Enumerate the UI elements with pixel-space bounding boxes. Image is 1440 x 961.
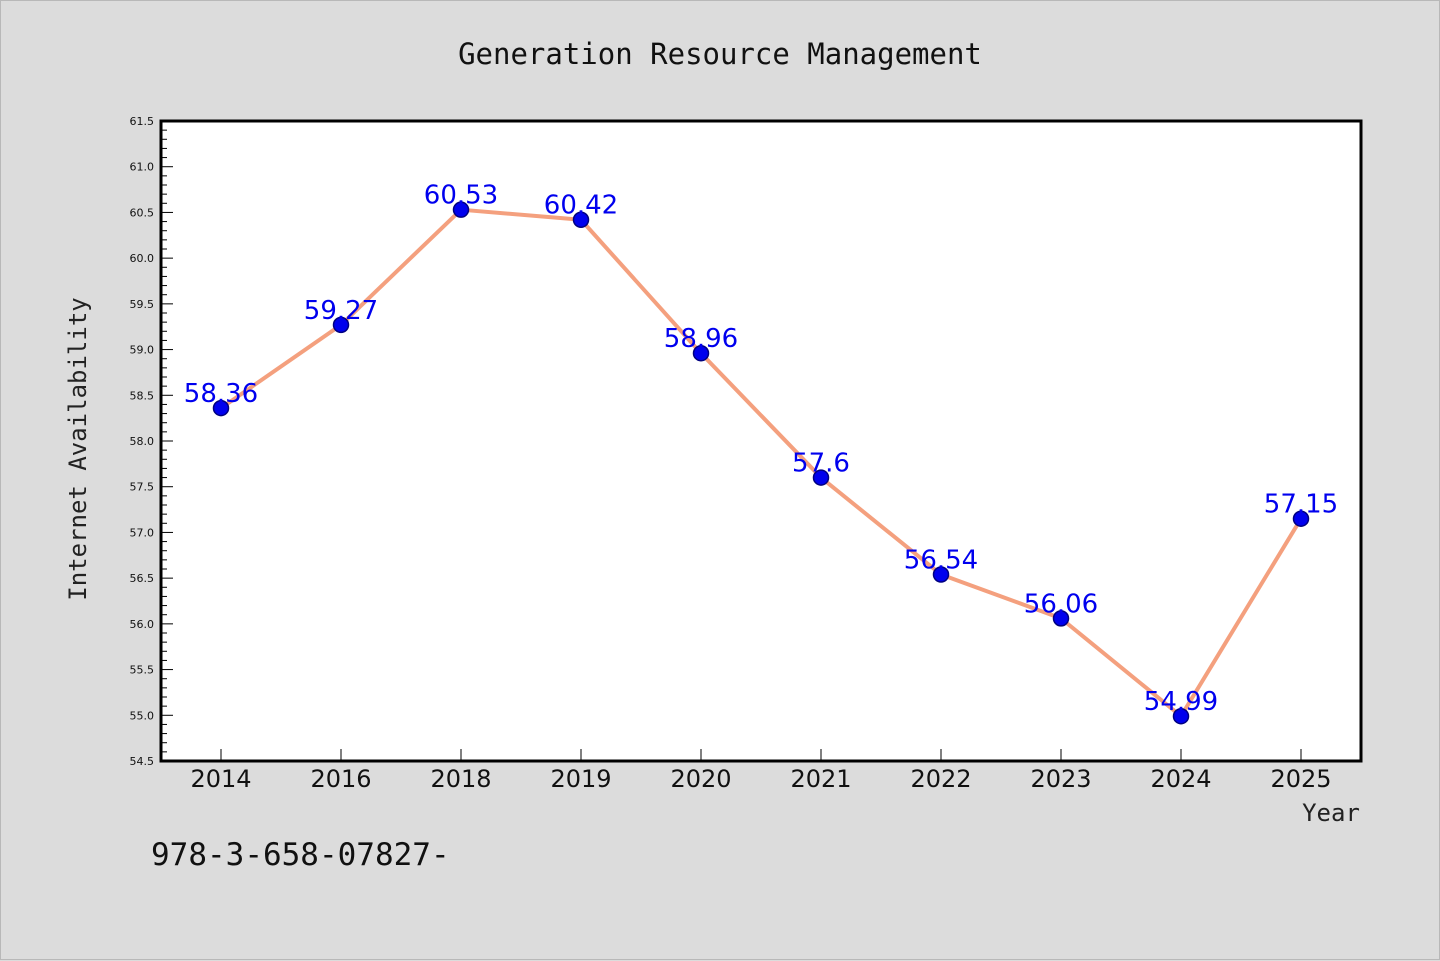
data-value-label: 60.53 <box>424 181 498 211</box>
data-point-marker <box>452 201 470 218</box>
y-tick-label: 55.0 <box>130 709 155 722</box>
y-tick-label: 59.0 <box>130 344 155 357</box>
data-value-label: 57.15 <box>1264 490 1338 520</box>
plot-frame <box>159 119 1363 763</box>
y-tick-label: 61.0 <box>130 161 155 174</box>
data-value-label: 58.36 <box>184 379 258 409</box>
data-labels: 58.36 59.27 60.53 60.42 58.96 57.6 56.54 56.06 5… <box>184 181 1338 718</box>
y-axis-label: Internet Availability <box>64 297 92 600</box>
y-tick-label: 60.5 <box>130 206 155 219</box>
x-tick-label: 2016 <box>310 765 371 793</box>
y-tick-label: 57.5 <box>130 481 155 494</box>
data-value-label: 56.06 <box>1024 589 1098 619</box>
x-axis-ticks: 2014 2016 2018 2019 2020 2021 2022 2023 2024 2025 <box>190 749 1332 793</box>
y-tick-label: 56.0 <box>130 618 155 631</box>
y-tick-label: 58.0 <box>130 435 155 448</box>
x-tick-label: 2023 <box>1030 765 1091 793</box>
y-tick-label: 61.5 <box>130 115 155 128</box>
y-tick-label: 56.5 <box>130 572 155 585</box>
y-tick-label: 55.5 <box>130 664 155 677</box>
x-tick-label: 2014 <box>190 765 251 793</box>
data-value-label: 59.27 <box>304 296 378 326</box>
data-point-marker <box>1052 610 1070 627</box>
x-tick-label: 2019 <box>550 765 611 793</box>
data-point-marker <box>332 316 350 334</box>
data-point-marker <box>212 399 230 417</box>
x-tick-label: 2025 <box>1270 765 1331 793</box>
y-tick-label: 58.5 <box>130 389 155 402</box>
y-tick-label: 57.0 <box>130 526 155 539</box>
data-value-label: 57.6 <box>792 449 850 479</box>
y-tick-label: 60.0 <box>130 252 155 265</box>
series-line <box>219 207 1303 719</box>
series-group <box>212 201 1310 725</box>
x-tick-label: 2020 <box>670 765 731 793</box>
data-value-label: 54.99 <box>1144 687 1218 717</box>
data-point-marker <box>692 344 710 362</box>
plot-area <box>161 121 1361 761</box>
x-tick-label: 2021 <box>790 765 851 793</box>
data-point-marker <box>1172 707 1190 725</box>
data-value-label: 58.96 <box>664 324 738 354</box>
data-point-marker <box>1292 510 1310 527</box>
y-tick-label: 54.5 <box>130 755 155 768</box>
chart-title: Generation Resource Management <box>458 37 982 71</box>
x-axis-label: Year <box>1302 799 1360 827</box>
data-point-marker <box>812 469 830 486</box>
footer-identifier: 978-3-658-07827- <box>151 837 450 873</box>
data-point-marker <box>572 211 590 228</box>
x-tick-label: 2022 <box>910 765 971 793</box>
data-value-label: 60.42 <box>544 191 618 221</box>
x-tick-label: 2018 <box>430 765 491 793</box>
y-tick-label: 59.5 <box>130 298 155 311</box>
data-point-marker <box>932 566 950 583</box>
data-value-label: 56.54 <box>904 545 978 575</box>
x-tick-label: 2024 <box>1150 765 1211 793</box>
